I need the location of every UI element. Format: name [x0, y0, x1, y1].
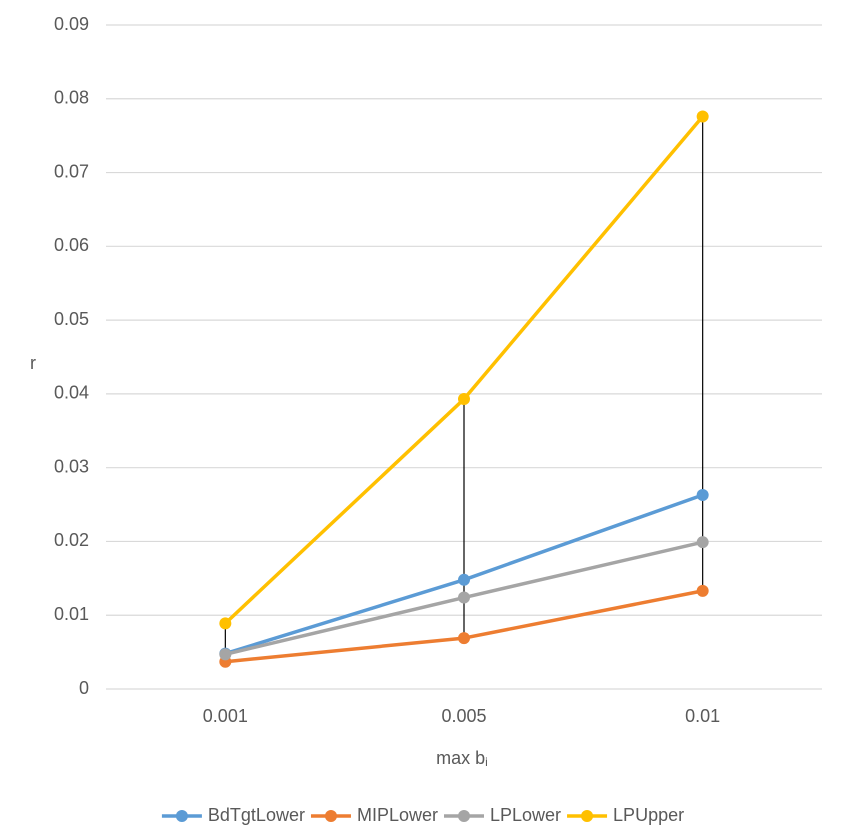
y-tick-label: 0.02	[54, 530, 89, 550]
y-tick-label: 0.08	[54, 88, 89, 108]
y-tick-label: 0.03	[54, 456, 89, 476]
legend-marker	[581, 810, 594, 822]
data-point	[696, 110, 709, 123]
series-lines	[219, 110, 709, 668]
y-tick-label: 0	[79, 678, 89, 698]
y-tick-label: 0.07	[54, 161, 89, 181]
y-axis-ticks: 0 0.01 0.02 0.03 0.04 0.05 0.06 0.07 0.08 0.09	[54, 14, 89, 698]
x-axis-title: max bi	[436, 748, 488, 769]
y-tick-label: 0.01	[54, 604, 89, 624]
data-point	[458, 573, 470, 586]
x-tick-label: 0.01	[685, 706, 720, 726]
legend-marker	[324, 810, 337, 822]
data-point	[458, 591, 470, 604]
legend-label: LPUpper	[613, 805, 684, 825]
legend-label: MIPLower	[357, 805, 438, 825]
series-lplower	[219, 536, 709, 661]
data-point	[219, 648, 232, 661]
legend-item: LPUpper	[567, 805, 684, 825]
x-tick-label: 0.005	[441, 706, 486, 726]
legend-marker	[175, 810, 188, 822]
legend-item: MIPLower	[310, 805, 438, 825]
data-point	[219, 617, 232, 630]
data-point	[458, 632, 470, 645]
series-lpupper	[219, 110, 709, 630]
legend-item: BdTgtLower	[161, 805, 305, 825]
y-axis-title: r	[30, 353, 36, 373]
legend-marker	[458, 810, 470, 822]
x-tick-label: 0.001	[203, 706, 248, 726]
data-point	[696, 536, 709, 549]
data-point	[696, 488, 709, 501]
series-miplower	[219, 584, 709, 668]
data-point	[458, 393, 470, 406]
legend-label: BdTgtLower	[208, 805, 305, 825]
x-axis-title-subscript: i	[485, 755, 488, 769]
y-tick-label: 0.09	[54, 14, 89, 34]
legend: BdTgtLower MIPLower LPLower LPUpper	[161, 805, 684, 825]
y-tick-label: 0.06	[54, 235, 89, 255]
y-tick-label: 0.05	[54, 309, 89, 329]
legend-item: LPLower	[444, 805, 561, 825]
x-axis-ticks: 0.001 0.005 0.01	[203, 706, 720, 726]
x-axis-title-main: max b	[436, 748, 485, 768]
y-tick-label: 0.04	[54, 383, 89, 403]
legend-label: LPLower	[490, 805, 561, 825]
data-point	[696, 584, 709, 597]
